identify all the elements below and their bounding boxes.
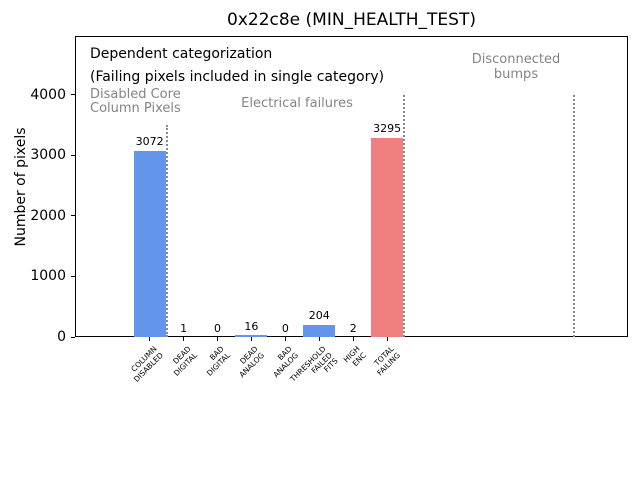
bar xyxy=(371,138,404,337)
bar-value-label: 0 xyxy=(213,322,221,335)
x-tick-mark xyxy=(149,337,151,341)
bar xyxy=(133,151,166,337)
x-tick-mark xyxy=(216,337,218,341)
y-axis-label: Number of pixels xyxy=(13,127,29,247)
bar-value-label: 0 xyxy=(281,322,289,335)
y-tick-mark xyxy=(71,94,75,96)
y-tick-mark xyxy=(71,215,75,217)
y-tick-label: 0 xyxy=(57,329,66,345)
bar-value-label: 2 xyxy=(349,321,357,335)
y-tick-label: 2000 xyxy=(30,207,66,224)
x-tick-mark xyxy=(250,337,252,341)
annotation-disabled-core-column-pixels: Disabled Core Column Pixels xyxy=(90,87,181,116)
annotation-dependent-categorization: Dependent categorization xyxy=(90,46,273,62)
x-tick-mark xyxy=(386,337,388,341)
x-tick-mark xyxy=(352,337,354,341)
y-tick-mark xyxy=(71,154,75,156)
y-tick-mark xyxy=(71,336,75,338)
bar xyxy=(303,325,336,337)
x-tick-mark xyxy=(284,337,286,341)
annotation-electrical-failures: Electrical failures xyxy=(241,96,353,111)
annotation-disconnected-bumps: Disconnected bumps xyxy=(471,52,561,82)
bar-value-label: 3072 xyxy=(135,135,164,149)
bar-value-label: 204 xyxy=(308,308,330,322)
bar-value-label: 16 xyxy=(244,320,259,334)
separator-line xyxy=(403,94,406,337)
x-tick-mark xyxy=(318,337,320,341)
separator-line xyxy=(572,94,575,337)
separator-line xyxy=(165,125,168,337)
bar-value-label: 3295 xyxy=(373,121,402,135)
bar xyxy=(235,335,268,337)
y-tick-label: 4000 xyxy=(30,86,66,103)
bar-value-label: 1 xyxy=(180,321,188,335)
y-tick-label: 3000 xyxy=(30,147,66,164)
y-tick-mark xyxy=(71,275,75,277)
y-tick-label: 1000 xyxy=(30,268,66,285)
x-tick-mark xyxy=(183,337,185,341)
chart-title: 0x22c8e (MIN_HEALTH_TEST) xyxy=(227,10,476,30)
annotation-failing-note: (Failing pixels included in single categ… xyxy=(90,69,385,85)
